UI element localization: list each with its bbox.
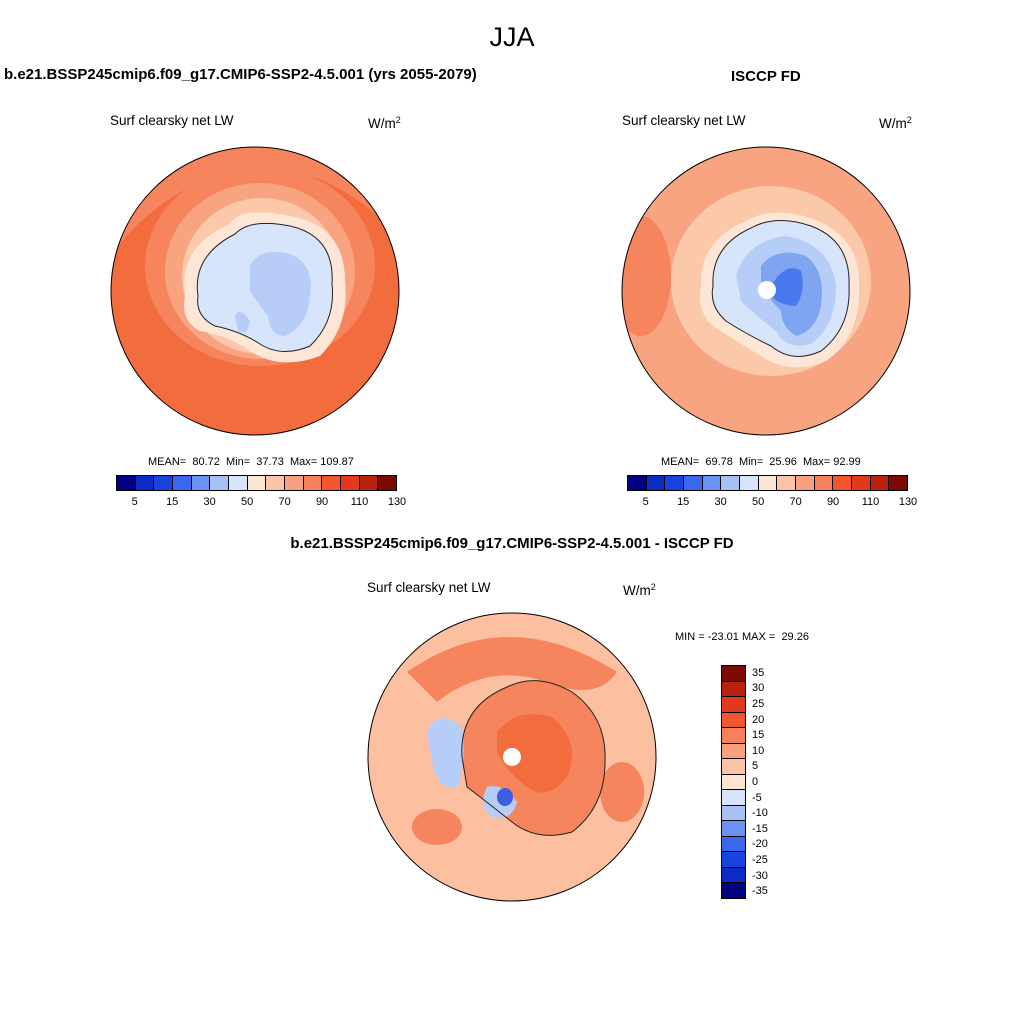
colorbar-swatch: [722, 666, 745, 682]
colorbar-swatch: [359, 476, 379, 490]
colorbar-tick-label: 15: [677, 496, 690, 508]
colorbar-swatch: [740, 476, 759, 490]
polar-map-obs: [621, 146, 911, 436]
polar-map-diff: [367, 612, 657, 902]
colorbar-tick-label: 20: [752, 713, 765, 726]
colorbar-tick-label: -15: [752, 822, 768, 835]
colorbar-swatch: [777, 476, 797, 490]
colorbar-swatch: [722, 728, 745, 744]
colorbar-swatch: [889, 476, 908, 490]
colorbar-tick-label: 30: [203, 496, 216, 508]
colorbar-swatch: [702, 476, 722, 490]
colorbar-swatch: [722, 681, 745, 698]
colorbar-swatch: [722, 852, 745, 868]
variable-label-diff: Surf clearsky net LW: [367, 580, 491, 595]
colorbar-tick-label: 110: [861, 496, 880, 508]
colorbar-swatch: [722, 774, 745, 791]
colorbar-swatch: [758, 476, 778, 490]
colorbar-swatch: [117, 476, 136, 490]
unit-label-obs: W/m2: [879, 115, 912, 131]
colorbar-swatch: [173, 476, 192, 490]
colorbar-swatch: [646, 476, 666, 490]
colorbar-swatch: [796, 476, 815, 490]
colorbar-swatch: [684, 476, 703, 490]
colorbar-tick-label: -5: [752, 791, 762, 804]
colorbar-tick-label: 50: [241, 496, 254, 508]
colorbar-swatch: [628, 476, 647, 490]
variable-label-model: Surf clearsky net LW: [110, 113, 234, 128]
stats-obs: MEAN= 69.78 Min= 25.96 Max= 92.99: [661, 456, 861, 468]
colorbar-swatch: [341, 476, 360, 490]
colorbar-tick-label: -10: [752, 807, 768, 820]
colorbar-tick-label: 130: [387, 496, 407, 508]
colorbar-swatch: [229, 476, 248, 490]
colorbar-swatch: [154, 476, 174, 490]
colorbar-tick-label: 15: [752, 729, 765, 742]
colorbar-tick-label: -25: [752, 854, 768, 866]
colorbar-tick-label: 70: [789, 496, 802, 508]
panel-title-model: b.e21.BSSP245cmip6.f09_g17.CMIP6-SSP2-4.…: [4, 66, 477, 83]
colorbar-swatch: [191, 476, 211, 490]
colorbar-swatch: [870, 476, 890, 490]
colorbar-swatch: [722, 743, 745, 760]
colorbar-swatch: [722, 867, 745, 884]
colorbar-tick-label: 130: [898, 496, 918, 508]
colorbar-tick-label: 0: [752, 776, 759, 788]
unit-label-diff: W/m2: [623, 582, 656, 598]
colorbar-swatch: [285, 476, 304, 490]
colorbar-tick-label: 90: [315, 496, 329, 508]
colorbar-swatch: [665, 476, 685, 490]
stats-diff: MIN = -23.01 MAX = 29.26: [675, 631, 809, 643]
colorbar-tick-label: 90: [826, 496, 840, 508]
colorbar-tick-label: 30: [714, 496, 727, 508]
colorbar-swatch: [210, 476, 230, 490]
colorbar-tick-label: -35: [752, 885, 768, 898]
colorbar-tick-label: 70: [278, 496, 291, 508]
unit-label-model: W/m2: [368, 115, 401, 131]
colorbar-obs: [627, 475, 908, 491]
colorbar-tick-label: 5: [752, 760, 759, 773]
colorbar-tick-label: 25: [752, 698, 765, 710]
colorbar-tick-label: 10: [752, 744, 765, 757]
colorbar-swatch: [247, 476, 267, 490]
colorbar-swatch: [722, 836, 745, 853]
colorbar-swatch: [852, 476, 871, 490]
panel-title-diff: b.e21.BSSP245cmip6.f09_g17.CMIP6-SSP2-4.…: [290, 535, 734, 552]
colorbar-tick-label: 5: [642, 496, 649, 508]
polar-map-model: [110, 146, 400, 436]
panel-title-obs: ISCCP FD: [731, 68, 801, 85]
colorbar-swatch: [722, 883, 745, 898]
colorbar-swatch: [322, 476, 342, 490]
colorbar-swatch: [722, 805, 745, 822]
colorbar-swatch: [135, 476, 155, 490]
stats-model: MEAN= 80.72 Min= 37.73 Max= 109.87: [148, 456, 354, 468]
colorbar-tick-label: 15: [166, 496, 179, 508]
colorbar-tick-label: -30: [752, 869, 768, 882]
colorbar-tick-label: 5: [131, 496, 138, 508]
colorbar-tick-label: 30: [752, 682, 765, 695]
colorbar-swatch: [303, 476, 323, 490]
colorbar-tick-label: 110: [350, 496, 369, 508]
colorbar-swatch: [266, 476, 286, 490]
colorbar-swatch: [814, 476, 834, 490]
colorbar-swatch: [722, 697, 745, 713]
variable-label-obs: Surf clearsky net LW: [622, 113, 746, 128]
colorbar-swatch: [378, 476, 397, 490]
colorbar-swatch: [833, 476, 853, 490]
colorbar-swatch: [721, 476, 741, 490]
figure-title: JJA: [489, 22, 535, 52]
colorbar-model: [116, 475, 397, 491]
colorbar-swatch: [722, 712, 745, 729]
colorbar-tick-label: -20: [752, 838, 768, 851]
colorbar-swatch: [722, 759, 745, 775]
colorbar-tick-label: 35: [752, 666, 765, 679]
colorbar-swatch: [722, 821, 745, 837]
colorbar-swatch: [722, 790, 745, 806]
colorbar-diff: [721, 665, 746, 899]
colorbar-tick-label: 50: [752, 496, 765, 508]
